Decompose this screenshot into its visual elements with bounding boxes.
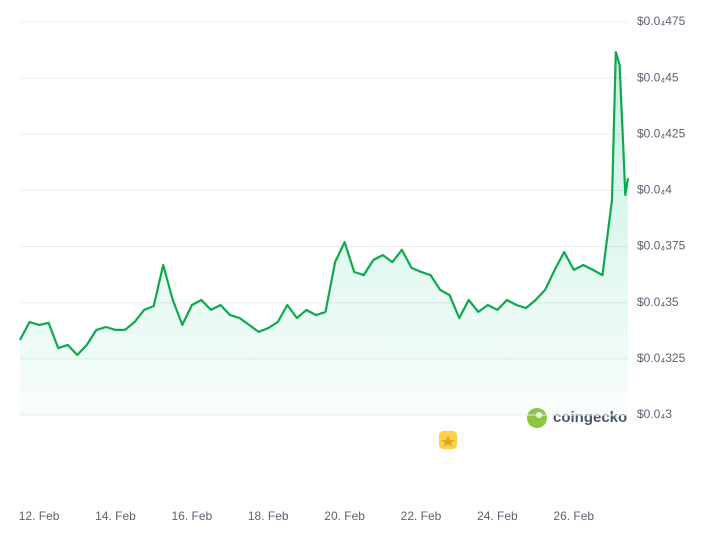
y-tick-label: $0.0₄475 <box>637 14 686 28</box>
x-tick-label: 24. Feb <box>477 509 518 523</box>
x-tick-label: 20. Feb <box>324 509 365 523</box>
y-tick-label: $0.0₄325 <box>637 351 686 365</box>
price-line <box>19 51 630 357</box>
y-tick-label: $0.0₄3 <box>637 407 672 421</box>
event-star <box>441 435 455 447</box>
x-tick-label: 16. Feb <box>172 509 213 523</box>
y-tick-label: $0.0₄375 <box>637 239 686 253</box>
y-tick-label: $0.0₄35 <box>637 295 679 309</box>
x-tick-label: 12. Feb <box>19 509 60 523</box>
x-tick-label: 18. Feb <box>248 509 289 523</box>
y-tick-label: $0.0₄45 <box>637 70 679 84</box>
y-tick-label: $0.0₄4 <box>637 183 672 197</box>
x-tick-label: 14. Feb <box>95 509 136 523</box>
y-tick-label: $0.0₄425 <box>637 126 686 140</box>
x-tick-label: 26. Feb <box>553 509 594 523</box>
area <box>20 52 628 415</box>
x-tick-label: 22. Feb <box>401 509 442 523</box>
